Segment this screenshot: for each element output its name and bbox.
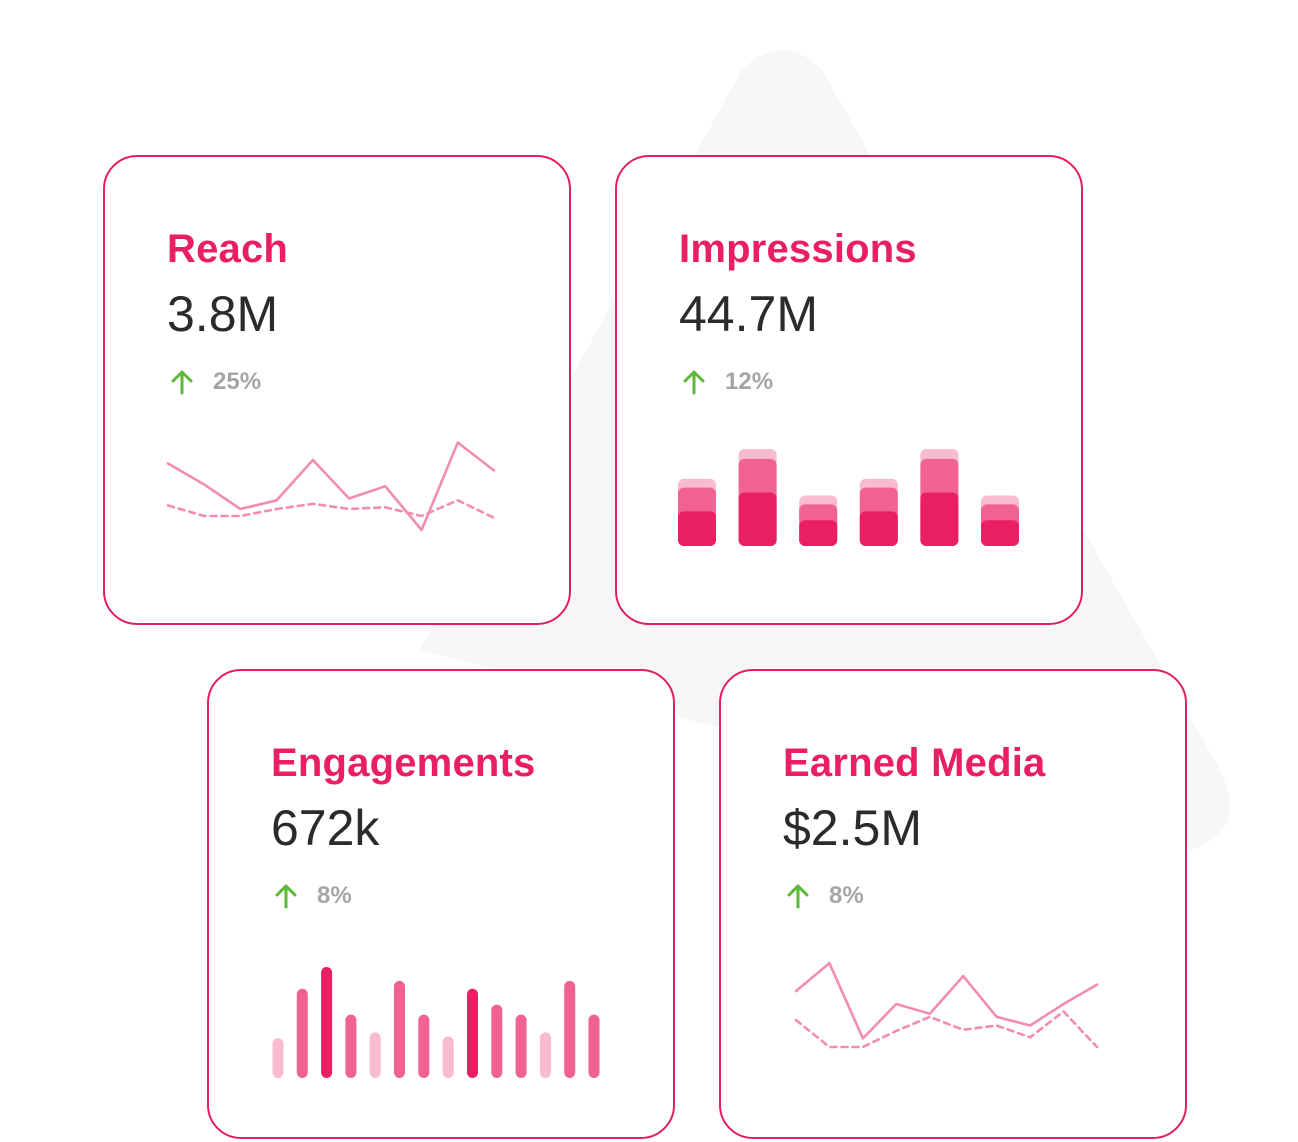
reach-series-dashed-line [166,498,496,520]
impressions-title: Impressions [679,227,917,271]
engagements-delta-percent: 8% [317,882,352,909]
engagements-bar-5 [369,1032,381,1078]
impressions-delta-percent: 12% [725,368,774,395]
impressions-bar-4-dark-segment [859,511,898,546]
reach-title: Reach [167,227,289,271]
impressions-bar-2-dark-segment [738,492,777,546]
impressions-bar-1-dark-segment [678,511,716,546]
arrow-up-icon [683,370,705,395]
impressions-bar-6-dark-segment [981,520,1019,546]
reach-card: Reach 3.8M 25% [103,155,571,625]
engagements-card: Engagements 672k 8% [207,669,675,1139]
reach-delta-percent: 25% [213,368,262,395]
engagements-bar-1 [272,1038,284,1078]
engagements-bar-11 [515,1014,527,1078]
engagements-bar-4 [345,1014,357,1078]
engagements-bar-12 [539,1032,551,1078]
engagements-bar-6 [394,980,405,1078]
impressions-bar-3-dark-segment [799,520,838,546]
engagements-bar-14 [588,1014,600,1078]
arrow-up-icon [171,370,193,395]
engagements-title: Engagements [271,741,536,785]
earned-media-line-chart [794,961,1099,1049]
earned-media-delta-percent: 8% [829,882,864,909]
earned-media-title: Earned Media [783,741,1046,785]
reach-line-chart [166,441,496,532]
reach-series-solid-line [166,441,496,532]
engagements-bar-8 [442,1036,454,1078]
impressions-value: 44.7M [679,286,818,342]
impressions-bar-chart [678,449,1019,546]
engagements-bar-13 [564,980,576,1078]
engagements-bar-2 [296,988,308,1078]
arrow-up-icon [787,884,809,909]
engagements-bar-3 [321,967,333,1078]
engagements-value: 672k [271,800,380,856]
reach-value: 3.8M [167,286,279,342]
engagements-bar-9 [467,988,478,1078]
earned-media-series-dashed-line [794,1010,1099,1049]
impressions-card: Impressions 44.7M 12% [615,155,1083,625]
impressions-bar-5-dark-segment [920,492,959,546]
earned-media-value: $2.5M [783,800,922,856]
arrow-up-icon [275,884,297,909]
earned-media-series-solid-line [794,961,1099,1040]
engagements-bar-chart [272,967,600,1078]
earned-media-card: Earned Media $2.5M 8% [719,669,1187,1139]
engagements-bar-10 [491,1004,503,1078]
engagements-bar-7 [418,1014,430,1078]
